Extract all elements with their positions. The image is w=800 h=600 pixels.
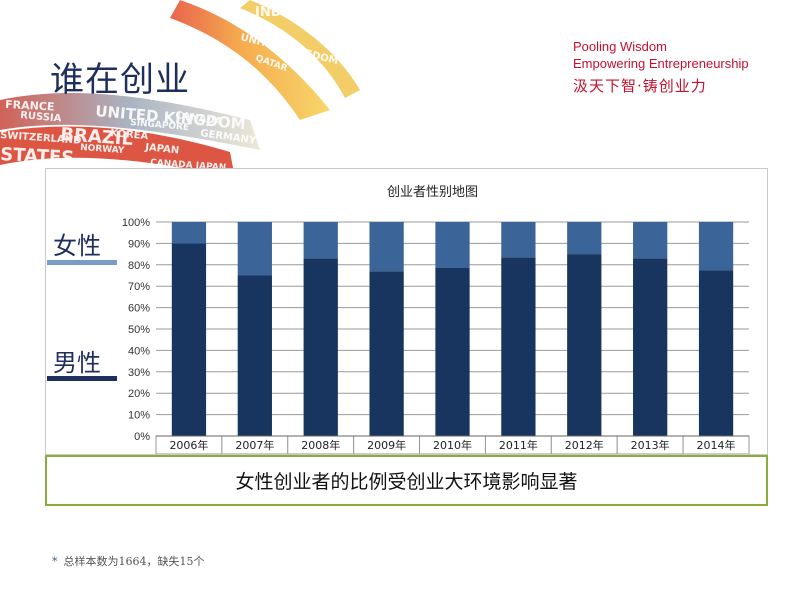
bar-female: [501, 222, 536, 258]
swirl-word: BRAZIL: [60, 124, 134, 150]
bar-female: [633, 222, 668, 259]
chart-title: 创业者性别地图: [387, 185, 478, 200]
bar-female: [435, 222, 470, 269]
y-tick-label: 30%: [128, 367, 150, 379]
bar-female: [237, 222, 272, 276]
swirl-word: FRANCE: [5, 98, 55, 114]
caption-text: 女性创业者的比例受创业大环境影响显著: [235, 471, 578, 493]
footnote-marker: *: [52, 555, 58, 568]
x-tick-label: 2006年: [169, 438, 208, 452]
female-label: 女性: [51, 226, 103, 261]
bar-male: [501, 257, 536, 436]
x-tick-label: 2010年: [433, 438, 472, 452]
bar-male: [698, 270, 734, 436]
y-tick-label: 80%: [128, 260, 150, 272]
swirl-word: NORWAY: [80, 143, 125, 156]
y-tick-label: 70%: [128, 281, 150, 293]
y-tick-label: 20%: [128, 388, 150, 400]
x-tick-label: 2009年: [367, 438, 406, 452]
x-tick-label: 2007年: [235, 438, 274, 452]
brand-slogan-line1: Pooling Wisdom: [573, 39, 667, 54]
x-tick-label: 2011年: [499, 438, 538, 452]
y-tick-label: 100%: [122, 217, 150, 229]
male-label-bar: [47, 376, 117, 381]
footnote-text: 总样本数为1664，缺失15个: [63, 555, 205, 568]
swirl-word: KOREA: [110, 128, 149, 142]
y-tick-label: 0%: [134, 431, 150, 443]
bar-male: [171, 243, 207, 436]
slide-title: 谁在创业: [50, 60, 190, 100]
bar-male: [303, 258, 338, 436]
y-tick-label: 90%: [128, 238, 150, 250]
bar-female: [698, 222, 734, 271]
y-tick-label: 50%: [128, 324, 150, 336]
y-tick-label: 40%: [128, 345, 150, 357]
bar-female: [369, 222, 404, 272]
bar-female: [171, 222, 207, 244]
bar-male: [633, 258, 668, 436]
brand-slogan-line2: Empowering Entrepreneurship: [573, 56, 749, 71]
swirl-word: INDIA: [255, 5, 296, 20]
bar-female: [567, 222, 602, 255]
brand-slogan-chinese: 汲天下智·铸创业力: [573, 77, 707, 95]
bar-male: [237, 275, 272, 436]
swirl-word: JAPAN: [144, 142, 180, 157]
y-tick-label: 10%: [128, 410, 150, 422]
female-label-bar: [47, 260, 117, 265]
caption-box: 女性创业者的比例受创业大环境影响显著: [45, 455, 768, 506]
bar-male: [369, 271, 404, 436]
x-tick-label: 2014年: [697, 438, 736, 452]
chart-frame: 创业者性别地图 0% 10% 20% 30% 40% 50% 60% 70% 80% 90% 100%…: [45, 168, 768, 455]
bar-male: [435, 268, 470, 436]
y-tick-label: 60%: [128, 303, 150, 315]
swirl-word: STATES: [0, 144, 75, 169]
x-tick-label: 2008年: [301, 438, 340, 452]
brand-block: Pooling Wisdom Empowering Entrepreneursh…: [573, 38, 749, 96]
bar-female: [303, 222, 338, 259]
bar-male: [567, 254, 602, 436]
footnote: * 总样本数为1664，缺失15个: [52, 553, 205, 569]
x-tick-label: 2012年: [565, 438, 604, 452]
swirl-word: RUSSIA: [20, 110, 62, 125]
x-tick-label: 2013年: [631, 438, 670, 452]
swirl-word: AUSTRIA: [150, 93, 195, 108]
male-label: 男性: [51, 343, 103, 378]
gender-stacked-bar-chart: 创业者性别地图 0% 10% 20% 30% 40% 50% 60% 70% 80% 90% 100%…: [122, 185, 750, 454]
